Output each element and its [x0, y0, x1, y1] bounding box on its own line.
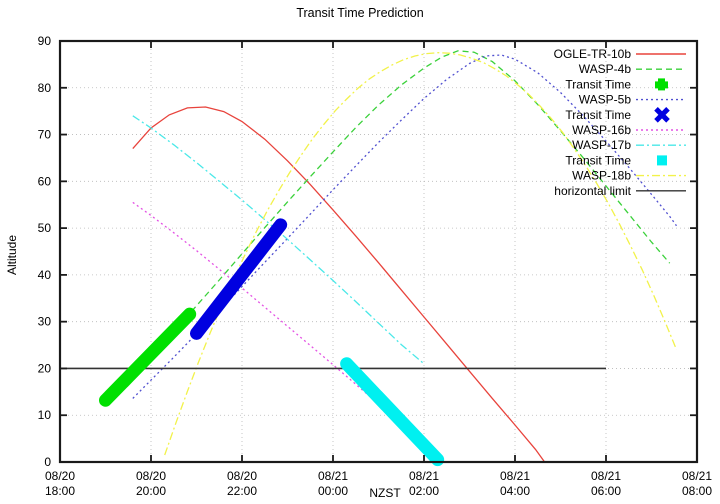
y-tick-label: 60 [38, 174, 52, 188]
legend-label: Transit Time [565, 77, 631, 91]
x-tick-label-date: 08/21 [409, 469, 439, 483]
legend-swatch-plus [655, 78, 668, 91]
y-axis-label: Altitude [5, 235, 19, 275]
legend-label: WASP-16b [572, 123, 631, 137]
axes-frame [58, 39, 699, 464]
legend-label: WASP-5b [579, 93, 632, 107]
series-wasp-16b [132, 201, 445, 463]
transit-bands-layer [99, 218, 445, 467]
x-tick-label-time: 18:00 [45, 484, 75, 498]
y-tick-label: 40 [38, 268, 52, 282]
legend-label: Transit Time [565, 153, 631, 167]
y-tick-label: 90 [38, 34, 52, 48]
legend-label: WASP-18b [572, 169, 631, 183]
y-tick-label: 70 [38, 128, 52, 142]
transit-band-wasp-17b [340, 357, 445, 467]
series-layer [60, 50, 678, 463]
x-tick-label-date: 08/21 [318, 469, 348, 483]
x-tick-label-date: 08/20 [45, 469, 75, 483]
transit-band-wasp-5b [190, 218, 288, 340]
x-tick-label-time: 08:00 [682, 484, 712, 498]
series-wasp-18b [164, 52, 678, 456]
x-tick-label-time: 02:00 [409, 484, 439, 498]
y-tick-label: 50 [38, 221, 52, 235]
series-wasp-5b [132, 54, 678, 399]
legend-swatch-square [657, 155, 667, 166]
series-ogle-tr-10b [132, 106, 546, 463]
series-wasp-4b [177, 50, 671, 327]
x-tick-label-time: 22:00 [227, 484, 257, 498]
x-tick-label-time: 04:00 [500, 484, 530, 498]
y-tick-label: 80 [38, 81, 52, 95]
transit-band-wasp-4b [99, 307, 197, 407]
x-tick-label-date: 08/20 [227, 469, 257, 483]
legend-label: Transit Time [565, 108, 631, 122]
y-tick-label: 20 [38, 361, 52, 375]
legend-swatch-cross [654, 107, 670, 123]
chart-title: Transit Time Prediction [296, 6, 423, 20]
legend-label: WASP-17b [572, 138, 631, 152]
tick-labels-layer: 010203040506070809008/2018:0008/2020:000… [38, 34, 713, 498]
x-tick-label-time: 00:00 [318, 484, 348, 498]
x-tick-label-date: 08/21 [500, 469, 530, 483]
legend-label: horizontal limit [554, 184, 631, 198]
x-tick-label-time: 20:00 [136, 484, 166, 498]
x-tick-label-date: 08/20 [136, 469, 166, 483]
x-tick-label-date: 08/21 [682, 469, 712, 483]
x-axis-label: NZST [369, 486, 401, 500]
y-tick-label: 0 [44, 455, 51, 469]
legend-label: OGLE-TR-10b [554, 47, 632, 61]
y-tick-label: 30 [38, 315, 52, 329]
y-tick-label: 10 [38, 408, 52, 422]
x-tick-label-time: 06:00 [591, 484, 621, 498]
legend-label: WASP-4b [579, 62, 632, 76]
x-tick-label-date: 08/21 [591, 469, 621, 483]
